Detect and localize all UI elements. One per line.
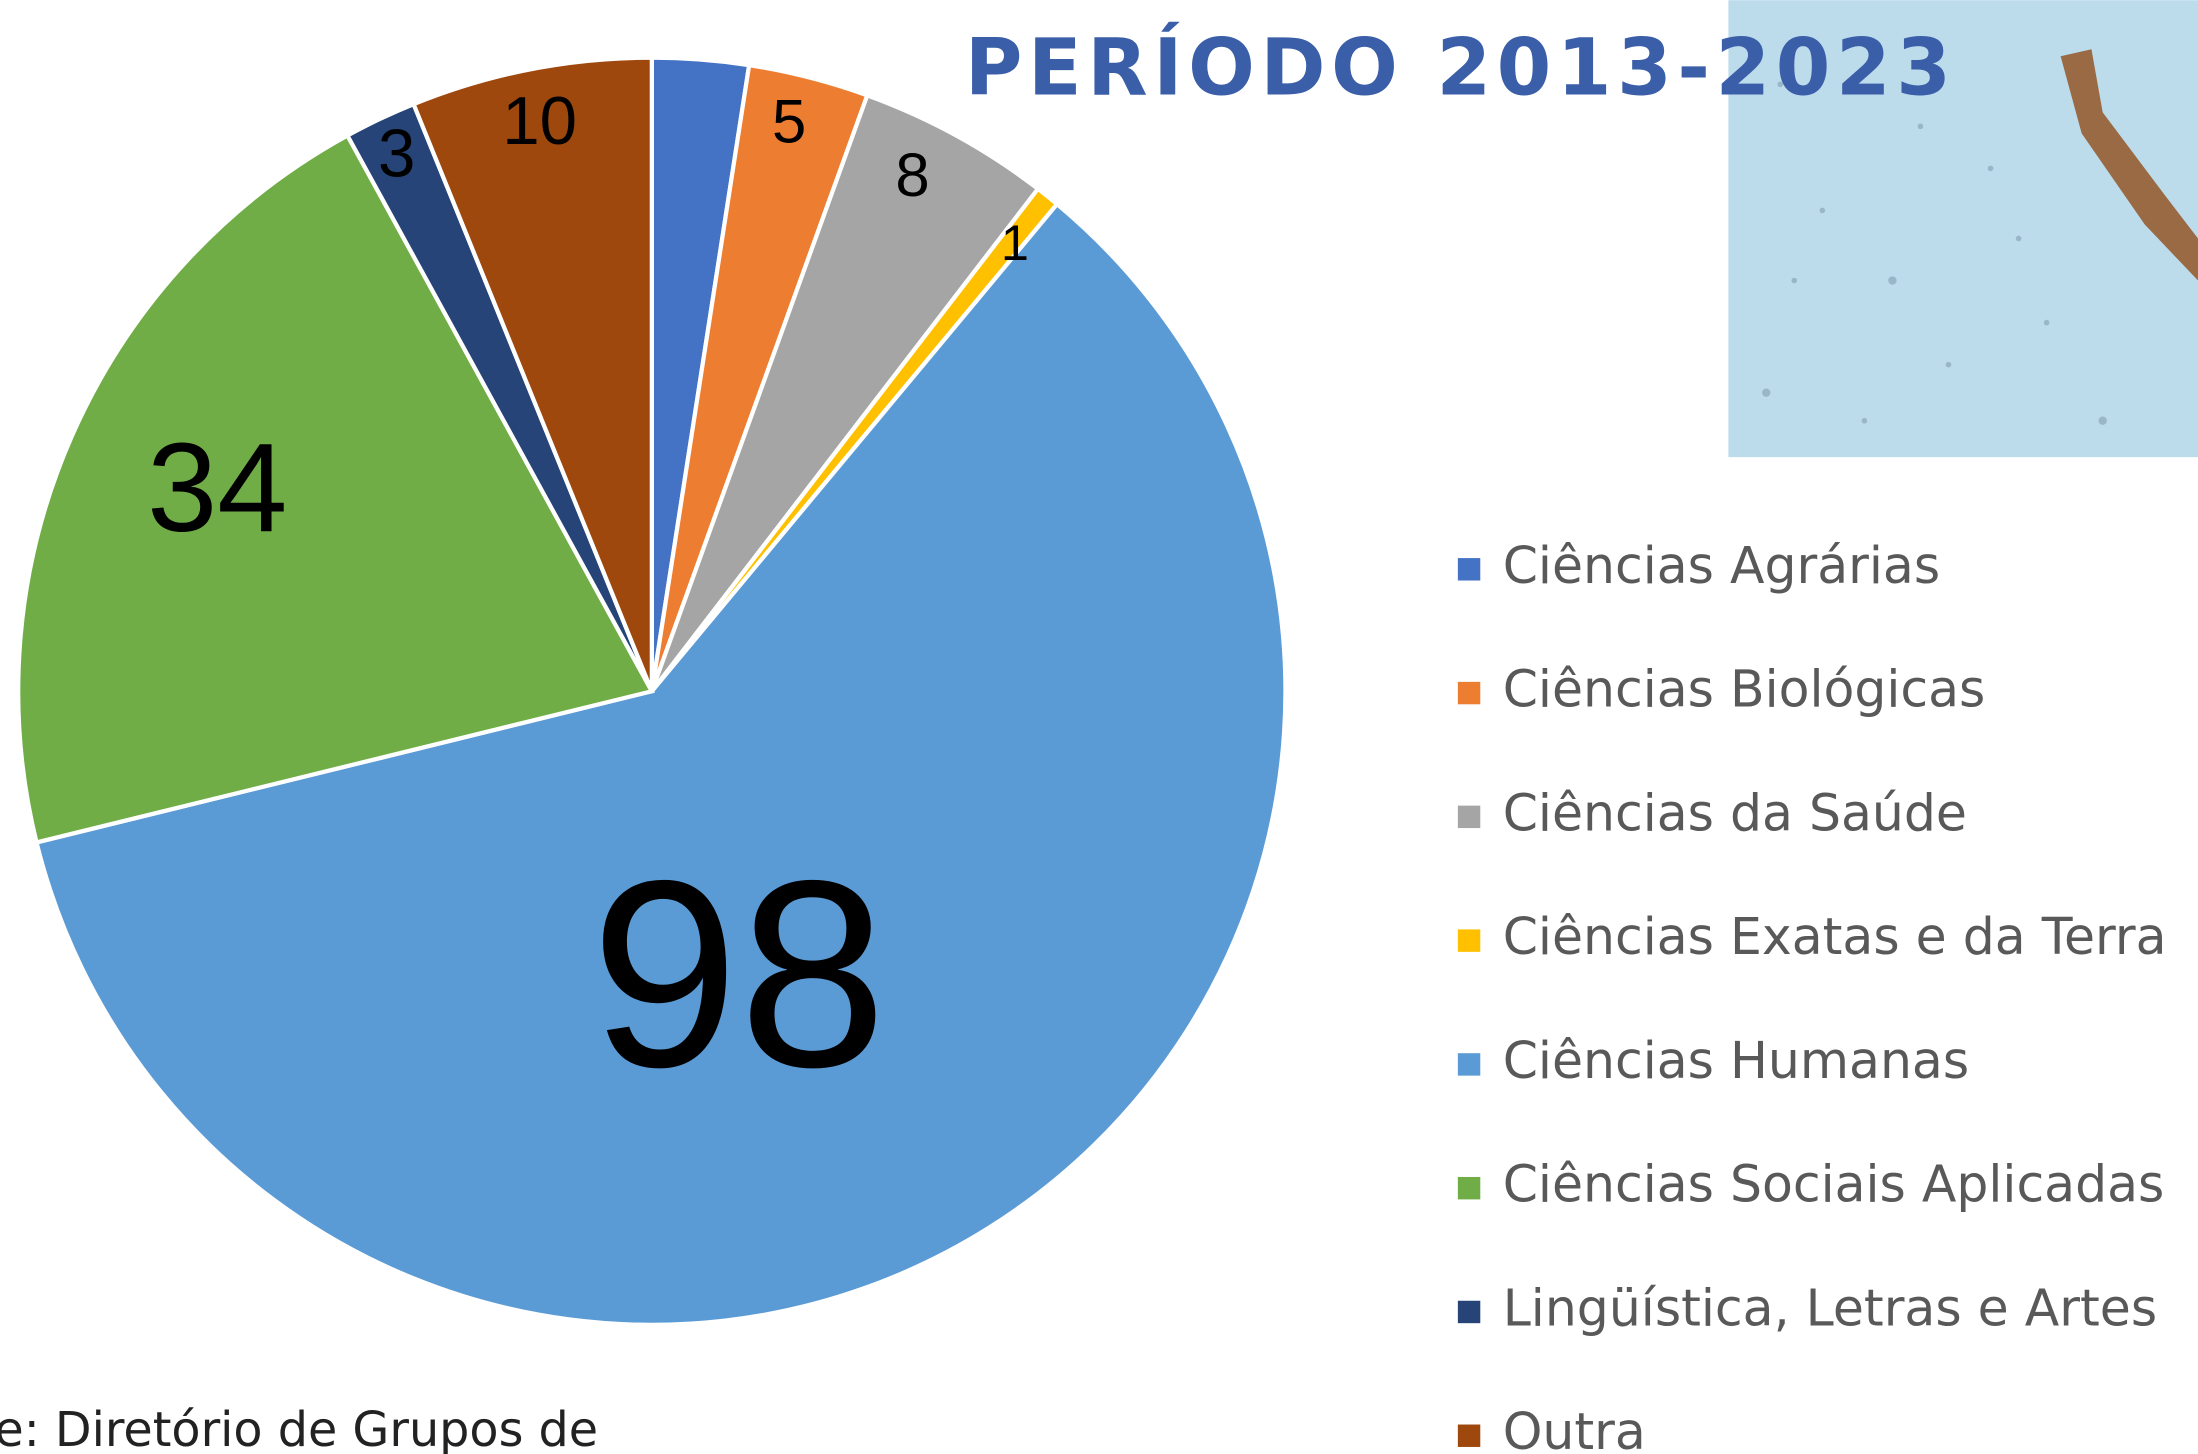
data-label: 98 — [591, 826, 887, 1123]
pie: 5 8 1 98 34 3 10 — [18, 58, 1285, 1325]
legend-swatch — [1458, 682, 1480, 704]
legend-label: Ciências Sociais Aplicadas — [1503, 1155, 2165, 1214]
legend-label: Outra — [1503, 1402, 1646, 1454]
legend-swatch — [1458, 1301, 1480, 1323]
legend-label: Ciências Humanas — [1503, 1031, 1969, 1090]
legend: Ciências Agrárias Ciências Biológicas Ciên… — [1458, 536, 2167, 1454]
legend-swatch — [1458, 929, 1480, 951]
data-label: 8 — [895, 141, 929, 210]
data-label: 5 — [772, 88, 806, 157]
legend-label: Ciências da Saúde — [1503, 783, 1967, 842]
legend-label: Ciências Agrárias — [1503, 536, 1940, 595]
legend-label: Lingüística, Letras e Artes — [1503, 1278, 2157, 1337]
data-label: 10 — [502, 84, 577, 159]
legend-swatch — [1458, 1177, 1480, 1199]
data-label: 3 — [378, 116, 415, 191]
chart: PERÍODO 2013-2023 e: Diretório de Grupos… — [0, 0, 2198, 1454]
legend-label: Ciências Exatas e da Terra — [1503, 907, 2167, 966]
data-label: 1 — [1001, 214, 1029, 271]
legend-swatch — [1458, 1425, 1480, 1447]
page: {"chart_data": {"type": "pie", "title": … — [0, 0, 2198, 1454]
data-label: 34 — [147, 417, 287, 558]
legend-swatch — [1458, 1053, 1480, 1075]
chart-title: PERÍODO 2013-2023 — [965, 22, 1957, 114]
legend-swatch — [1458, 806, 1480, 828]
source-note: e: Diretório de Grupos de — [0, 1403, 598, 1454]
legend-label: Ciências Biológicas — [1503, 660, 1986, 719]
legend-swatch — [1458, 558, 1480, 580]
